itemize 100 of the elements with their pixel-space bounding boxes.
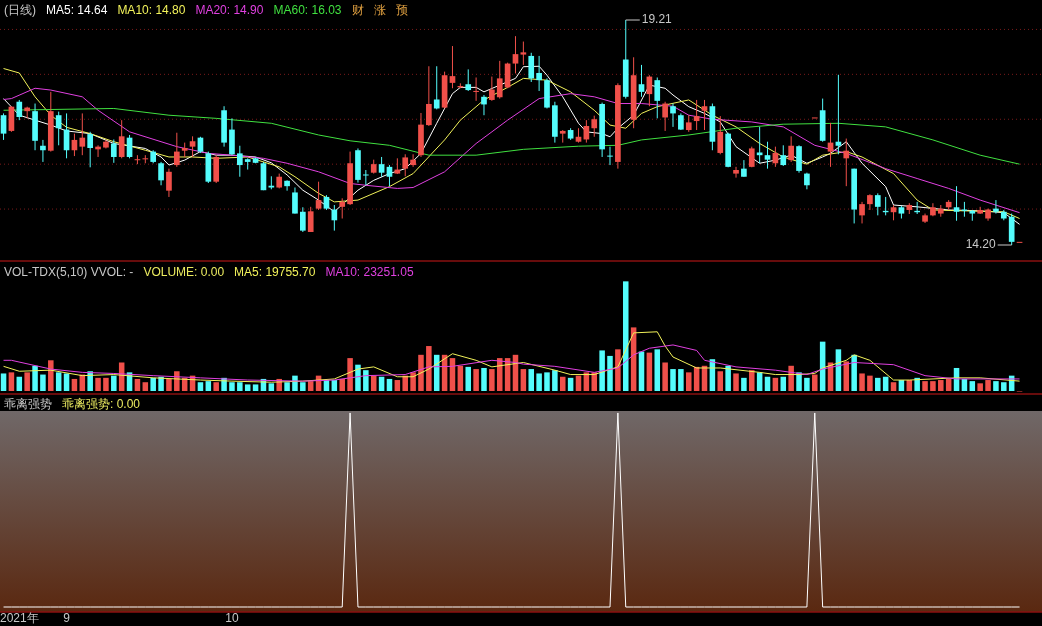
bar [197,382,204,391]
candlestick [449,45,456,89]
bar [662,362,668,391]
text: MA10: 23251.05 [325,265,414,280]
candlestick [410,153,416,168]
bar [410,372,416,391]
x-tick-label: 9 [63,611,71,626]
bar [725,365,731,391]
bar [623,281,629,391]
bar [40,374,46,391]
bar [237,382,243,391]
candlestick [110,138,117,164]
text: MA5: 19755.70 [234,265,316,280]
candlestick [528,52,535,83]
candlestick [363,169,369,186]
text: MA20: 14.90 [195,3,264,18]
bar [481,367,487,391]
bar [55,372,62,391]
bar [536,373,542,391]
bar [733,373,739,391]
chart-title: VOL-TDX(5,10) VVOL: - [4,265,134,280]
candlestick [536,55,542,92]
candlestick [158,161,164,186]
candlestick [315,181,322,211]
candlestick [520,41,527,66]
bar [977,383,983,391]
annotation: 19.21 [641,12,673,27]
candlestick [284,179,290,192]
bar [1001,382,1007,391]
text: MA10: 14.80 [117,3,186,18]
bar [8,372,15,391]
candlestick [496,60,503,100]
bar [418,354,424,391]
bar [969,381,976,391]
chart-title: 乖离强势 [4,397,52,412]
candlestick [16,99,23,121]
candlestick [166,168,172,198]
candlestick [307,206,314,233]
candlestick [79,112,86,156]
bar [457,365,464,391]
bar [363,370,369,391]
bar [930,381,936,391]
bar [804,377,810,391]
bar [402,375,408,391]
text: 乖离强势: 0.00 [62,397,141,412]
candlestick [426,65,432,127]
bar [134,378,141,391]
bar [229,382,235,391]
candlestick [87,131,94,168]
bar [32,365,38,391]
bar [63,373,70,391]
bar [213,382,219,391]
text: 涨 [373,3,386,18]
text: MA5: 14.64 [46,3,108,18]
bar [749,370,755,391]
candlestick [874,192,881,216]
chart-title: (日线) [4,3,36,18]
text: 财 [351,3,364,18]
bar [489,369,495,391]
bar [24,372,30,391]
annotation: 14.20 [965,237,996,252]
bar [465,366,471,391]
candlestick [780,144,787,167]
candlestick [465,68,472,92]
candlestick [733,166,739,179]
bar [347,358,353,391]
bar [103,377,109,391]
bar [890,382,897,391]
text: 预 [395,3,408,18]
candlestick [292,187,298,215]
text: VOLUME: 0.00 [143,265,225,280]
bar [938,380,944,391]
bar [922,381,928,391]
bar [717,371,724,391]
bar [528,369,534,391]
bar [339,378,345,391]
candlestick [473,76,479,102]
candlestick [670,103,676,128]
candlestick [339,197,346,219]
candlestick [756,126,763,164]
candlestick [189,135,196,158]
candlestick [173,132,180,168]
bar [205,381,212,391]
candlestick [654,76,661,119]
candlestick [701,99,708,131]
bar [654,349,661,391]
bar [394,380,401,391]
bar [646,352,653,391]
bar [252,384,259,391]
candlestick [0,112,7,141]
bar [520,369,527,391]
candlestick [378,156,385,178]
bar [670,369,676,391]
candlestick [591,115,598,138]
bar [851,354,857,391]
bar [300,382,306,391]
candlestick [859,201,865,224]
candlestick [788,135,794,163]
bar [71,378,78,391]
bar [875,377,881,391]
